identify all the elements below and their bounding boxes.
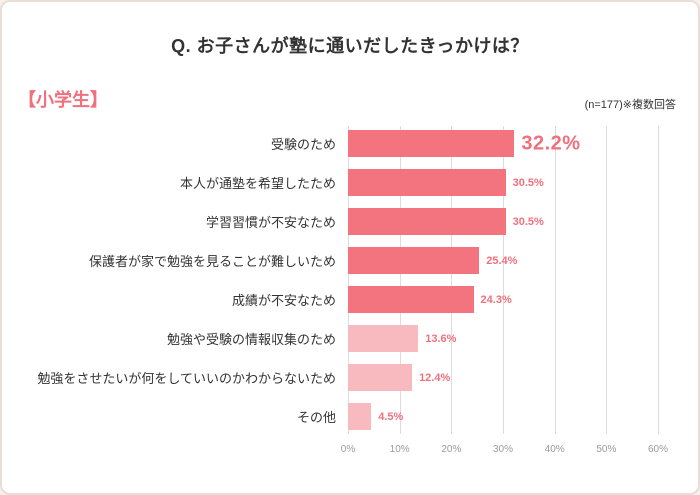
value-label: 30.5% [512, 176, 544, 189]
bar-zone: 4.5% [348, 403, 658, 430]
category-label: 保護者が家で勉強を見ることが難しいため [88, 254, 336, 269]
bar-zone: 32.2% [348, 130, 658, 157]
gridline [554, 126, 556, 434]
bar [348, 130, 515, 157]
page-title: Q. お子さんが塾に通いだしたきっかけは？ [171, 36, 529, 56]
subheader-row: 【小学生】 (n=177)※複数回答 [2, 86, 698, 112]
gridline [606, 126, 608, 434]
chart-row: 本人が通塾を希望したため 30.5% [2, 163, 698, 202]
category-label: 受験のため [270, 137, 336, 152]
value-label: 12.4% [419, 371, 451, 384]
bar [348, 325, 419, 352]
chart-row: 保護者が家で勉強を見ることが難しいため 25.4% [2, 241, 698, 280]
bar-zone: 30.5% [348, 169, 658, 196]
x-tick-label: 30% [492, 444, 514, 455]
group-label: 【小学生】 [18, 90, 108, 110]
value-label: 30.5% [512, 215, 544, 228]
chart-row: 受験のため 32.2% [2, 124, 698, 163]
gridline [348, 126, 349, 434]
category-label: 学習習慣が不安なため [205, 215, 336, 230]
bar [348, 403, 372, 430]
bar-zone: 25.4% [348, 247, 658, 274]
bar [348, 169, 506, 196]
gridline [451, 126, 453, 434]
x-tick-label: 50% [596, 444, 617, 455]
x-tick-label: 0% [340, 444, 356, 455]
category-label: 本人が通塾を希望したため [179, 176, 336, 191]
value-label: 24.3% [480, 293, 512, 306]
chart-row: 学習習慣が不安なため 30.5% [2, 202, 698, 241]
chart-rows: 受験のため 32.2% 本人が通塾を希望したため 30.5% 学習習慣が不安なため 30.… [2, 124, 698, 436]
bar-zone: 13.6% [348, 325, 658, 352]
sample-size-note: (n=177)※複数回答 [584, 99, 676, 111]
bar-chart: 受験のため 32.2% 本人が通塾を希望したため 30.5% 学習習慣が不安なため 30.… [2, 124, 698, 458]
chart-row: 勉強をさせたいが何をしていいのかわからないため 12.4% [2, 358, 698, 397]
x-tick-label: 10% [389, 444, 410, 455]
x-tick-label: 20% [441, 444, 462, 455]
bar [348, 247, 480, 274]
x-tick-label: 60% [647, 444, 669, 455]
bar-zone: 12.4% [348, 364, 658, 391]
gridline [399, 126, 401, 434]
bar-zone: 30.5% [348, 208, 658, 235]
value-label: 4.5% [378, 410, 404, 423]
category-label: 勉強をさせたいが何をしていいのかわからないため [37, 371, 336, 386]
x-axis-ticks: 0% 10% 20% 30% 40% 50% 60% [341, 442, 668, 458]
value-label: 25.4% [486, 254, 518, 267]
x-tick-label: 40% [544, 444, 565, 455]
chart-row: その他 4.5% [2, 397, 698, 436]
gridline [503, 126, 504, 434]
chart-row: 勉強や受験の情報収集のため 13.6% [2, 319, 698, 358]
value-label: 13.6% [425, 332, 457, 345]
value-label: 32.2% [521, 132, 581, 154]
bar-zone: 24.3% [348, 286, 658, 313]
bar [348, 208, 506, 235]
category-label: その他 [296, 410, 336, 425]
bar [348, 286, 474, 313]
gridlines [348, 126, 659, 434]
chart-row: 成績が不安なため 24.3% [2, 280, 698, 319]
gridline [658, 126, 659, 434]
bar [348, 364, 413, 391]
category-label: 勉強や受験の情報収集のため [166, 332, 336, 347]
category-label: 成績が不安なため [231, 293, 336, 308]
